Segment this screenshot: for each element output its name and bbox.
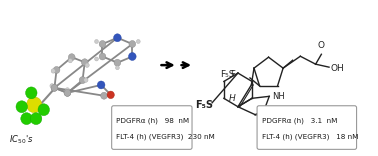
Circle shape [99, 41, 106, 47]
Text: F₅S: F₅S [195, 100, 214, 110]
Circle shape [129, 53, 136, 61]
Text: PDGFRα (h)   3.1  nM: PDGFRα (h) 3.1 nM [262, 117, 337, 124]
Circle shape [16, 101, 28, 113]
FancyBboxPatch shape [257, 106, 356, 149]
Circle shape [26, 97, 42, 113]
Text: O: O [318, 41, 325, 50]
Circle shape [81, 59, 88, 66]
Circle shape [116, 66, 119, 70]
Text: IC$_{50}$'s: IC$_{50}$'s [9, 133, 34, 146]
Circle shape [114, 59, 121, 66]
Circle shape [26, 87, 37, 99]
Circle shape [53, 66, 60, 73]
Text: FLT-4 (h) (VEGFR3)  230 nM: FLT-4 (h) (VEGFR3) 230 nM [116, 133, 215, 140]
Circle shape [107, 91, 114, 99]
Circle shape [64, 89, 71, 96]
Circle shape [129, 41, 136, 47]
Text: NH: NH [264, 117, 277, 126]
Circle shape [51, 84, 58, 91]
Circle shape [30, 113, 42, 125]
Circle shape [94, 39, 98, 44]
Text: F: F [230, 70, 235, 78]
Circle shape [51, 84, 58, 91]
Circle shape [136, 39, 140, 44]
Circle shape [94, 57, 98, 61]
Circle shape [99, 53, 106, 60]
Text: PDGFRα (h)   98  nM: PDGFRα (h) 98 nM [116, 117, 190, 124]
Text: NH: NH [272, 92, 285, 101]
Circle shape [50, 84, 54, 88]
Circle shape [68, 58, 73, 63]
FancyBboxPatch shape [112, 106, 192, 149]
Circle shape [64, 89, 71, 96]
Circle shape [79, 77, 86, 84]
Circle shape [65, 88, 70, 92]
Circle shape [113, 34, 121, 42]
Circle shape [21, 113, 32, 125]
Text: OH: OH [331, 64, 345, 73]
Text: H: H [229, 94, 235, 103]
Circle shape [84, 78, 88, 82]
Circle shape [97, 81, 105, 89]
Text: F₅S: F₅S [221, 70, 235, 78]
Circle shape [51, 69, 55, 73]
Circle shape [68, 54, 75, 61]
Text: FLT-4 (h) (VEGFR3)   18 nM: FLT-4 (h) (VEGFR3) 18 nM [262, 133, 358, 140]
Circle shape [101, 92, 107, 99]
Circle shape [38, 104, 50, 116]
Text: O: O [266, 106, 274, 115]
Circle shape [85, 63, 89, 67]
